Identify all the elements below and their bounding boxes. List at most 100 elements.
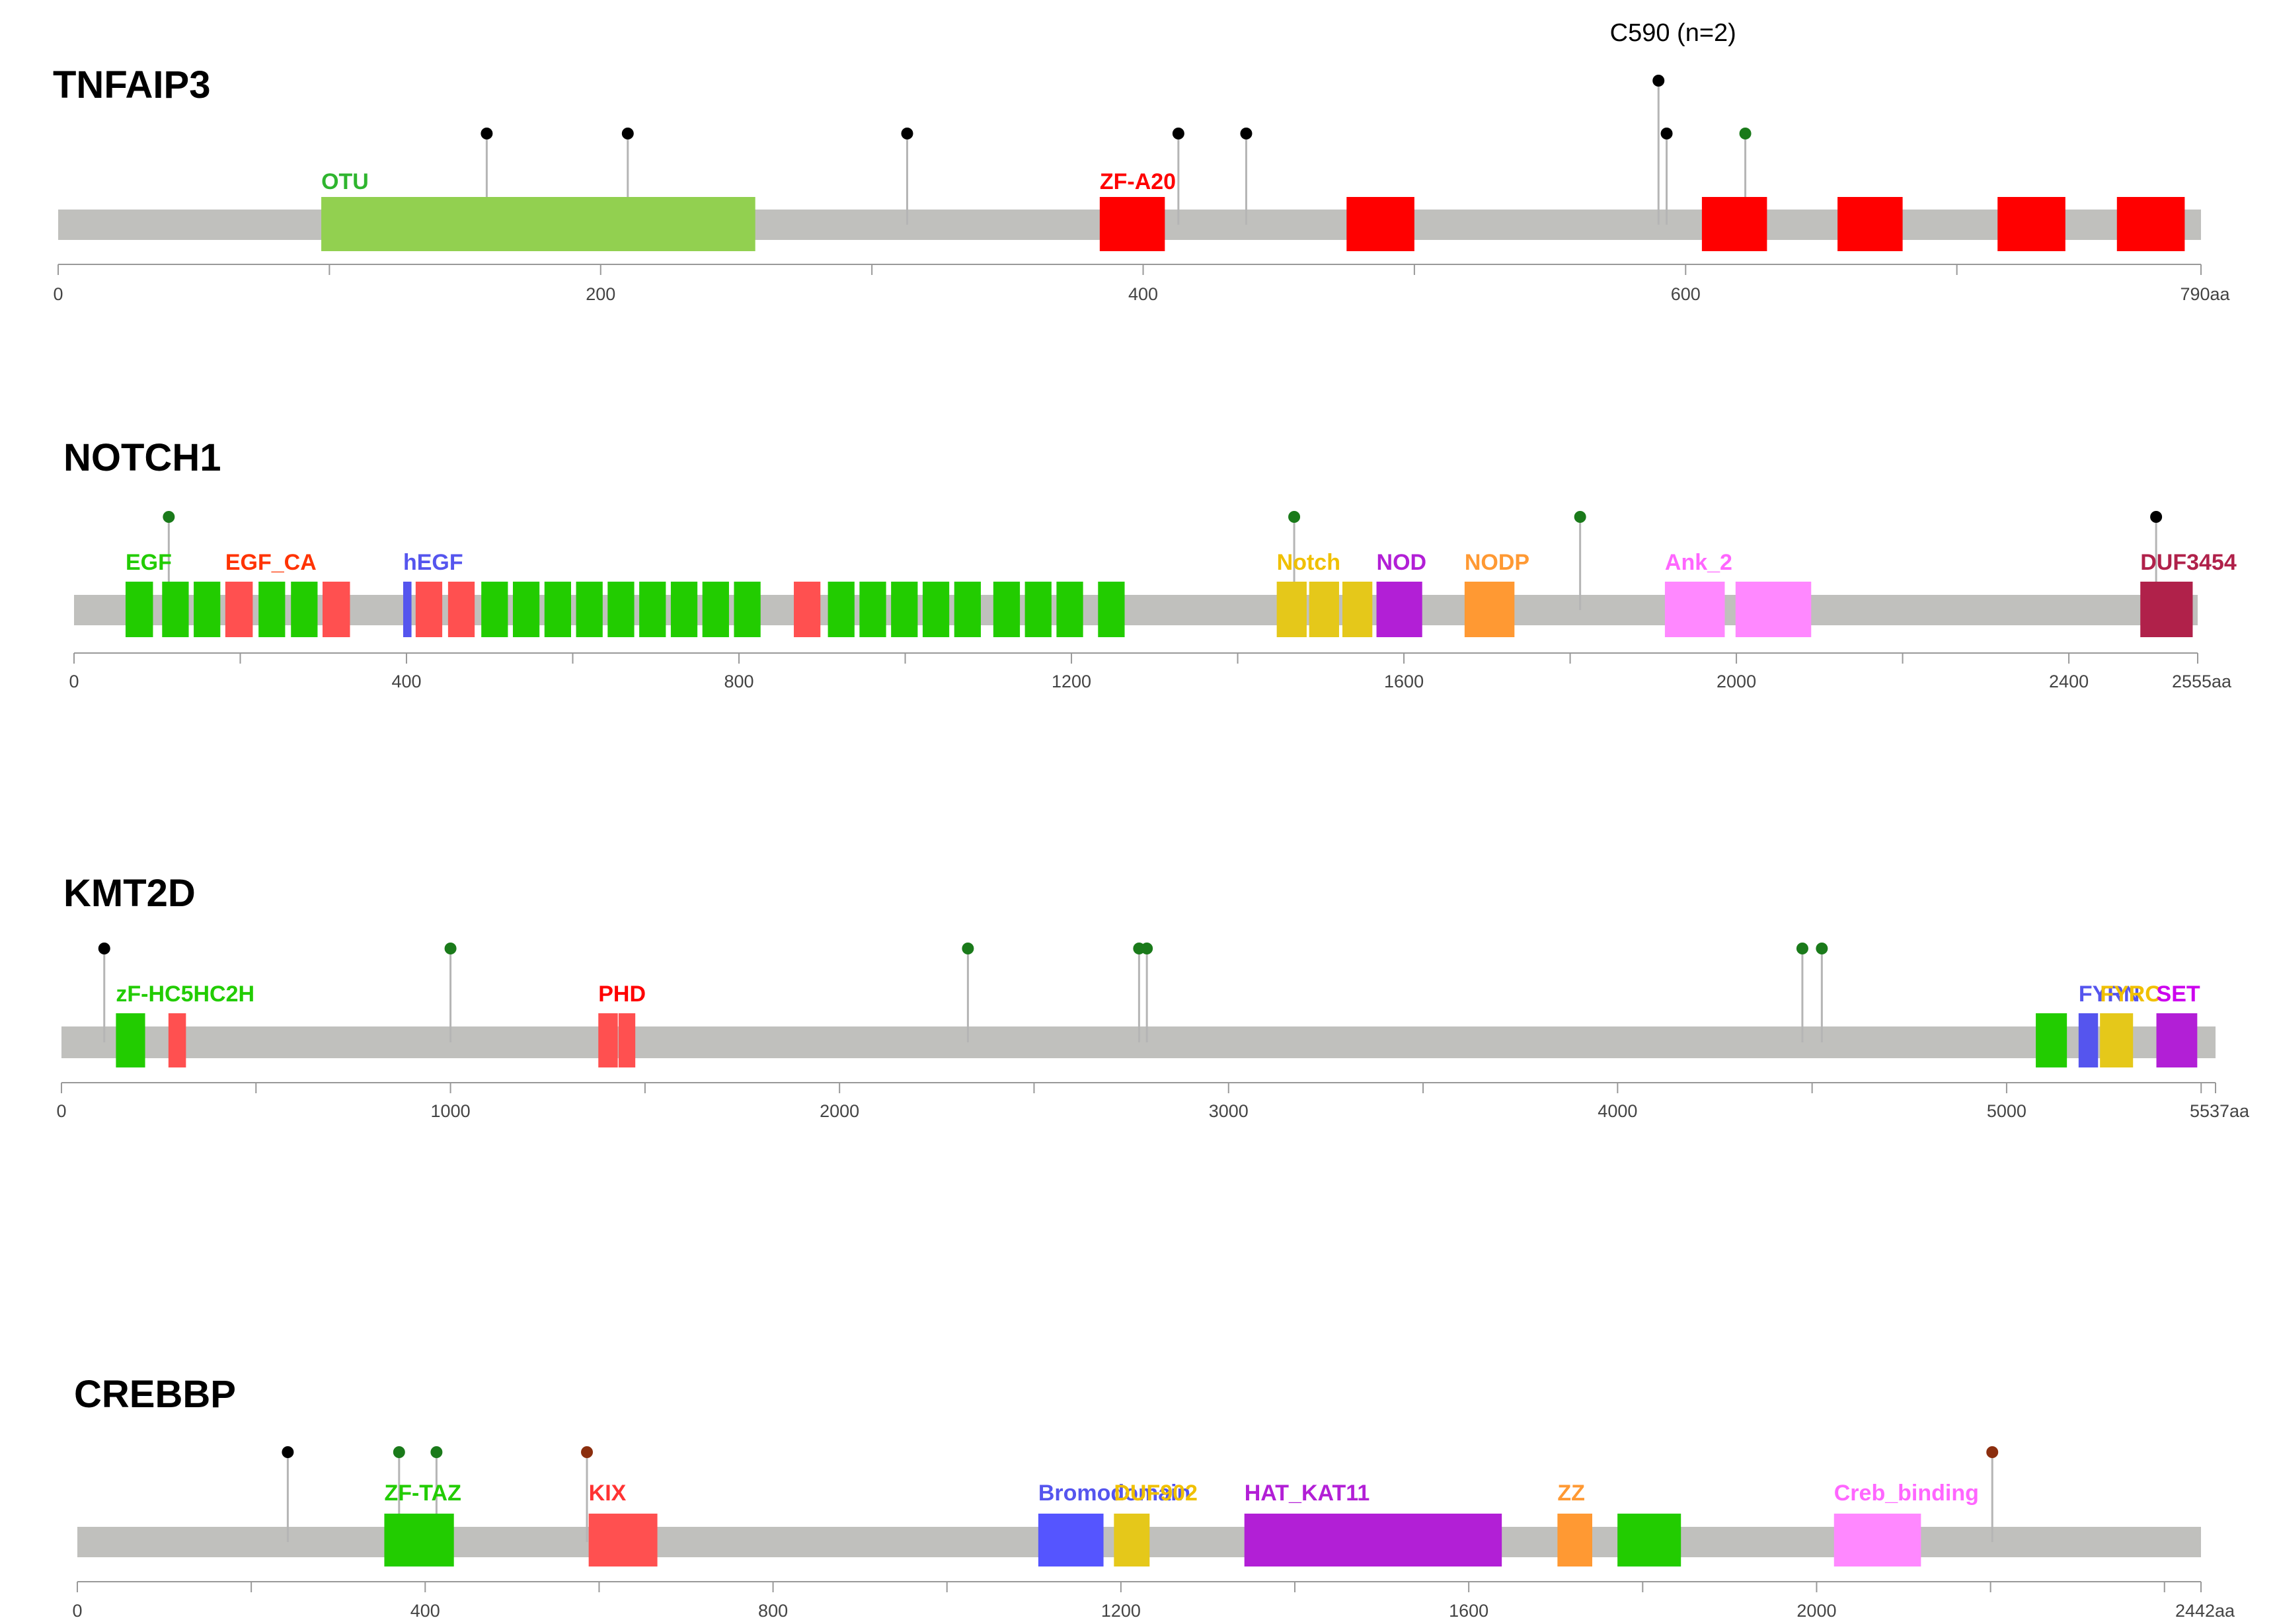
domain-box[interactable]: [2116, 197, 2185, 251]
mutation-dot[interactable]: [481, 128, 493, 139]
domain-box[interactable]: [859, 582, 886, 637]
tick-label: 2000: [1717, 672, 1756, 691]
tick-label: 5000: [1987, 1101, 2026, 1121]
domain-box[interactable]: [734, 582, 761, 637]
domain-box[interactable]: [1099, 197, 1165, 251]
tick-label: 800: [724, 672, 753, 691]
mutation-dot[interactable]: [2150, 511, 2163, 523]
domain-box[interactable]: [162, 582, 189, 637]
domain-label: Bromodomain: [1038, 1481, 1190, 1506]
domain-box[interactable]: [415, 582, 443, 637]
domain-box[interactable]: [1114, 1514, 1150, 1566]
mutation-dot[interactable]: [901, 128, 913, 139]
mutation-dot[interactable]: [98, 943, 110, 954]
domain-box[interactable]: [1056, 582, 1083, 637]
domain-box[interactable]: [1664, 582, 1725, 637]
domain-box[interactable]: [1464, 582, 1515, 637]
mutation-dot[interactable]: [1652, 75, 1665, 87]
domain-box[interactable]: [922, 582, 950, 637]
mutation-dot[interactable]: [393, 1446, 405, 1458]
domain-box[interactable]: [2140, 582, 2193, 637]
domain-box[interactable]: [1342, 582, 1373, 637]
domain-box[interactable]: [1276, 582, 1307, 637]
domain-box[interactable]: [125, 582, 153, 637]
domain-box[interactable]: [291, 582, 318, 637]
mutation-dot[interactable]: [1240, 128, 1253, 139]
tick-label: 400: [1128, 284, 1158, 304]
tick-label: 200: [586, 284, 615, 304]
domain-box[interactable]: [168, 1013, 186, 1067]
domain-box[interactable]: [544, 582, 572, 637]
domain-box[interactable]: [403, 582, 412, 637]
domain-box[interactable]: [1837, 197, 1903, 251]
mutation-dot[interactable]: [1172, 128, 1184, 139]
mutation-dot[interactable]: [1141, 943, 1153, 954]
mutation-dot[interactable]: [962, 943, 974, 954]
tick-label: 400: [410, 1601, 440, 1621]
domain-box[interactable]: [2078, 1013, 2099, 1067]
domain-box[interactable]: [512, 582, 540, 637]
domain-box[interactable]: [607, 582, 635, 637]
domain-box[interactable]: [384, 1514, 454, 1566]
domain-label: NODP: [1465, 550, 1529, 575]
domain-box[interactable]: [794, 582, 821, 637]
domain-box[interactable]: [618, 1013, 636, 1067]
mutation-dot[interactable]: [1739, 128, 1752, 139]
domain-box[interactable]: [2036, 1013, 2067, 1067]
domain-box[interactable]: [1376, 582, 1422, 637]
mutation-dot[interactable]: [282, 1446, 294, 1458]
domain-box[interactable]: [258, 582, 286, 637]
domain-box[interactable]: [1557, 1514, 1592, 1566]
domain-box[interactable]: [670, 582, 698, 637]
domain-box[interactable]: [1346, 197, 1414, 251]
domain-box[interactable]: [1617, 1514, 1681, 1566]
domain-box[interactable]: [598, 1013, 618, 1067]
mutation-dot[interactable]: [1660, 128, 1673, 139]
domain-box[interactable]: [576, 582, 603, 637]
domain-box[interactable]: [225, 582, 253, 637]
gene-title: NOTCH1: [63, 436, 221, 479]
domain-box[interactable]: [702, 582, 729, 637]
domain-box[interactable]: [1701, 197, 1767, 251]
mutation-dot[interactable]: [163, 511, 175, 523]
tick-label: 400: [391, 672, 421, 691]
domain-box[interactable]: [2100, 1013, 2134, 1067]
domain-box[interactable]: [1309, 582, 1339, 637]
mutation-dot[interactable]: [1796, 943, 1808, 954]
tick-label: 0: [53, 284, 63, 304]
mutation-dot[interactable]: [430, 1446, 443, 1458]
domain-box[interactable]: [1038, 1514, 1104, 1566]
mutation-dot[interactable]: [1574, 511, 1586, 523]
domain-box[interactable]: [1833, 1514, 1921, 1566]
domain-box[interactable]: [323, 582, 350, 637]
mutation-dot[interactable]: [1288, 511, 1301, 523]
domain-box[interactable]: [1098, 582, 1125, 637]
domain-box[interactable]: [116, 1013, 145, 1067]
tick-label: 1600: [1449, 1601, 1488, 1621]
domain-box[interactable]: [828, 582, 855, 637]
mutation-dot[interactable]: [1816, 943, 1828, 954]
domain-box[interactable]: [321, 197, 755, 251]
domain-label: Creb_binding: [1834, 1481, 1979, 1506]
domain-box[interactable]: [481, 582, 508, 637]
domain-label: ZF-TAZ: [384, 1481, 461, 1506]
mutation-dot[interactable]: [581, 1446, 594, 1458]
domain-box[interactable]: [639, 582, 666, 637]
domain-box[interactable]: [1024, 582, 1052, 637]
domain-box[interactable]: [954, 582, 981, 637]
domain-label: FYRC: [2100, 982, 2161, 1007]
domain-box[interactable]: [447, 582, 475, 637]
mutation-dot[interactable]: [1986, 1446, 1999, 1458]
domain-box[interactable]: [1735, 582, 1812, 637]
domain-box[interactable]: [588, 1514, 658, 1566]
gene-track-tnfaip3: TNFAIP3 0 200 400 600 790aa OTU ZF-A20 C590 (n=…: [53, 19, 2231, 304]
domain-box[interactable]: [1997, 197, 2065, 251]
tick-label: 0: [72, 1601, 82, 1621]
domain-box[interactable]: [2156, 1013, 2198, 1067]
domain-box[interactable]: [993, 582, 1021, 637]
domain-box[interactable]: [194, 582, 221, 637]
domain-box[interactable]: [891, 582, 918, 637]
domain-box[interactable]: [1244, 1514, 1502, 1566]
mutation-dot[interactable]: [444, 943, 457, 954]
mutation-dot[interactable]: [621, 128, 634, 139]
